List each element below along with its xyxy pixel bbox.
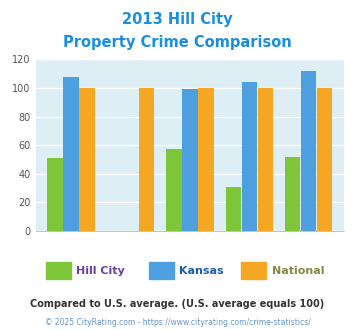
Bar [47, 158, 63, 231]
Text: © 2025 CityRating.com - https://www.cityrating.com/crime-statistics/: © 2025 CityRating.com - https://www.city… [45, 318, 310, 327]
Bar [198, 88, 214, 231]
Bar [242, 82, 257, 231]
Bar [285, 157, 300, 231]
Bar [64, 77, 79, 231]
Bar [258, 88, 273, 231]
Text: Compared to U.S. average. (U.S. average equals 100): Compared to U.S. average. (U.S. average … [31, 299, 324, 309]
Bar [317, 88, 333, 231]
Bar [301, 71, 316, 231]
Bar [80, 88, 95, 231]
Text: Hill City: Hill City [76, 266, 125, 276]
Text: 2013 Hill City: 2013 Hill City [122, 12, 233, 26]
Text: Property Crime Comparison: Property Crime Comparison [63, 35, 292, 50]
Bar [182, 89, 198, 231]
Bar [139, 88, 154, 231]
Bar [166, 149, 182, 231]
Bar [225, 187, 241, 231]
Text: Kansas: Kansas [179, 266, 224, 276]
Text: National: National [272, 266, 324, 276]
